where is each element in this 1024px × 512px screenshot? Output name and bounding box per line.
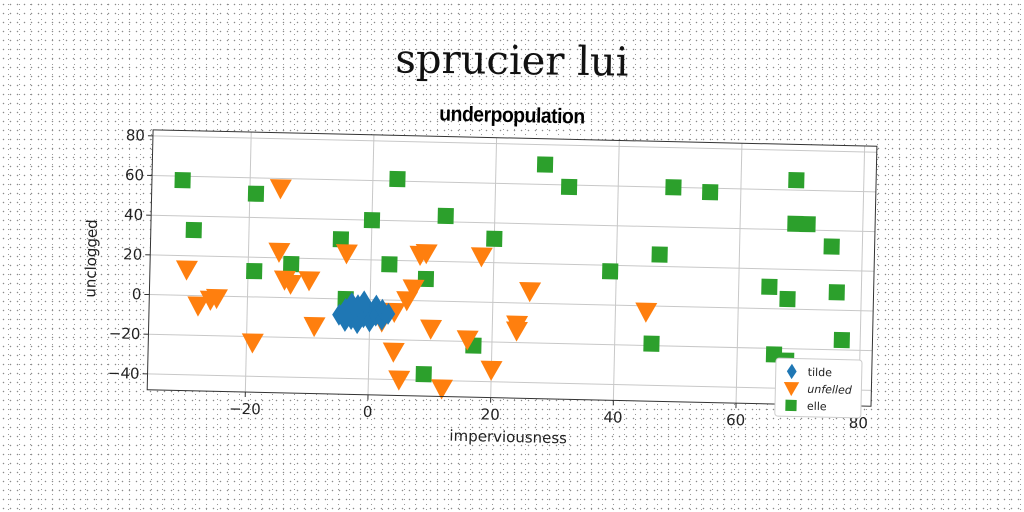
x-gridline bbox=[367, 134, 375, 395]
x-tick-label: 60 bbox=[726, 411, 745, 429]
tilde-point bbox=[344, 292, 359, 315]
elle-point bbox=[651, 246, 668, 263]
elle-point bbox=[701, 183, 719, 201]
legend-marker-tilde bbox=[786, 363, 797, 380]
elle-point bbox=[643, 335, 660, 352]
y-tick-label: 40 bbox=[124, 206, 143, 224]
elle-point bbox=[536, 156, 554, 173]
y-tick-label: −40 bbox=[108, 364, 140, 383]
unfelled-point bbox=[415, 243, 438, 265]
unfelled-point bbox=[470, 247, 493, 268]
y-gridline bbox=[151, 214, 875, 233]
elle-point bbox=[486, 230, 503, 248]
unfelled-point bbox=[175, 260, 198, 281]
unfelled-point bbox=[388, 370, 411, 391]
legend: tilde unfelled elle bbox=[774, 357, 863, 419]
plot-area bbox=[147, 129, 877, 407]
legend-label-unfelled: unfelled bbox=[807, 383, 853, 397]
y-tick-label: 20 bbox=[123, 245, 142, 263]
unfelled-point bbox=[382, 342, 405, 363]
unfelled-point bbox=[635, 302, 658, 323]
elle-point bbox=[788, 172, 805, 189]
y-tick-label: 60 bbox=[125, 166, 144, 184]
tick-labels: −20 0 20 40 60 80 −40 −20 0 20 40 60 80 bbox=[108, 126, 868, 432]
elle-point bbox=[828, 284, 845, 301]
legend-marker-elle bbox=[785, 399, 797, 412]
unfelled-point bbox=[402, 279, 425, 300]
plot-frame bbox=[146, 129, 878, 407]
legend-label-elle: elle bbox=[807, 400, 827, 413]
legend-label-tilde: tilde bbox=[808, 366, 833, 380]
elle-point bbox=[761, 278, 778, 295]
elle-point bbox=[799, 215, 816, 233]
x-gridline bbox=[244, 132, 252, 393]
elle-point bbox=[787, 215, 804, 233]
x-axis-label: imperviousness bbox=[449, 427, 567, 448]
y-gridline bbox=[150, 254, 875, 272]
elle-point bbox=[601, 263, 619, 280]
unfelled-point bbox=[187, 296, 210, 317]
elle-point bbox=[332, 231, 350, 248]
elle-point bbox=[381, 256, 398, 273]
y-tick-label: 0 bbox=[132, 285, 142, 303]
x-gridline bbox=[735, 143, 743, 404]
unfelled-point bbox=[205, 288, 228, 310]
y-axis-label: unclogged bbox=[81, 219, 101, 298]
y-gridline bbox=[147, 373, 872, 391]
legend-marker-unfelled bbox=[783, 381, 800, 397]
tilde-point bbox=[350, 294, 365, 317]
unfelled-point bbox=[279, 274, 302, 295]
unfelled-point bbox=[505, 321, 528, 342]
y-gridline bbox=[152, 135, 877, 153]
tilde-point bbox=[381, 302, 396, 325]
unfelled-point bbox=[298, 271, 321, 292]
plot-group: −20 0 20 40 60 80 −40 −20 0 20 40 60 80 imperviousne… bbox=[81, 126, 878, 448]
y-tick-label: 80 bbox=[126, 126, 145, 144]
x-tick-label: 40 bbox=[603, 408, 622, 426]
data-marks bbox=[174, 156, 850, 400]
elle-point bbox=[174, 171, 191, 189]
elle-point bbox=[833, 331, 850, 349]
unfelled-point bbox=[303, 316, 326, 338]
x-tick-label: −20 bbox=[229, 400, 261, 419]
x-tick-label: 0 bbox=[363, 403, 373, 421]
y-gridline bbox=[148, 333, 873, 352]
unfelled-point bbox=[241, 333, 264, 354]
elle-point bbox=[437, 207, 454, 225]
elle-point bbox=[665, 179, 682, 196]
elle-point bbox=[389, 170, 406, 188]
elle-point bbox=[363, 212, 381, 229]
unfelled-point bbox=[456, 330, 479, 351]
unfelled-point bbox=[269, 179, 292, 200]
y-gridline bbox=[149, 294, 874, 312]
elle-point bbox=[823, 238, 840, 255]
unfelled-point bbox=[420, 319, 443, 340]
unfelled-point bbox=[480, 360, 503, 381]
elle-point bbox=[415, 366, 432, 383]
elle-point bbox=[185, 221, 202, 239]
elle-point bbox=[247, 185, 265, 202]
y-gridline bbox=[152, 175, 876, 193]
y-tick-label: −20 bbox=[109, 324, 141, 343]
elle-point bbox=[779, 290, 796, 308]
elle-point bbox=[283, 255, 300, 273]
elle-point bbox=[560, 178, 578, 196]
unfelled-point bbox=[431, 379, 454, 400]
unfelled-point bbox=[268, 242, 291, 263]
unfelled-point bbox=[335, 244, 358, 265]
tilde-point bbox=[375, 298, 390, 321]
elle-point bbox=[246, 262, 263, 280]
x-gridline bbox=[490, 137, 498, 398]
unfelled-point bbox=[519, 282, 542, 303]
x-tick-label: 80 bbox=[849, 414, 868, 432]
tilde-point bbox=[338, 309, 353, 332]
x-tick-label: 20 bbox=[481, 405, 500, 423]
